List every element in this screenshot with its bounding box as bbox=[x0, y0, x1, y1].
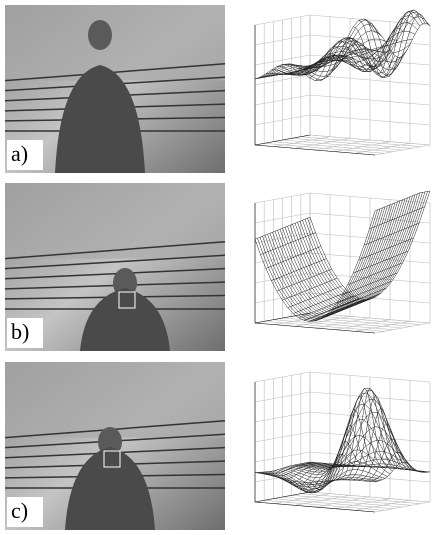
surface-mesh bbox=[326, 410, 381, 482]
panel: c) bbox=[5, 362, 430, 530]
surface-mesh bbox=[303, 463, 423, 472]
panel: b) bbox=[5, 183, 430, 351]
surface-mesh bbox=[308, 463, 428, 473]
surface-mesh bbox=[275, 42, 395, 75]
panel-label: c) bbox=[11, 498, 28, 523]
person-head bbox=[88, 20, 112, 50]
surface-mesh bbox=[278, 404, 398, 485]
photo-wall bbox=[5, 5, 225, 81]
panel-label: b) bbox=[11, 319, 29, 344]
surface-mesh bbox=[370, 452, 425, 481]
axis-line bbox=[375, 502, 430, 512]
panel: a) bbox=[5, 5, 430, 173]
axis-line bbox=[375, 323, 430, 333]
photo-wall bbox=[5, 362, 225, 438]
surface-mesh bbox=[353, 251, 408, 273]
photo-wall bbox=[5, 183, 225, 259]
axis-line bbox=[375, 145, 430, 155]
panel-label: a) bbox=[11, 141, 28, 166]
surface-mesh bbox=[348, 28, 403, 67]
figure: a) b) c) bbox=[0, 0, 443, 535]
